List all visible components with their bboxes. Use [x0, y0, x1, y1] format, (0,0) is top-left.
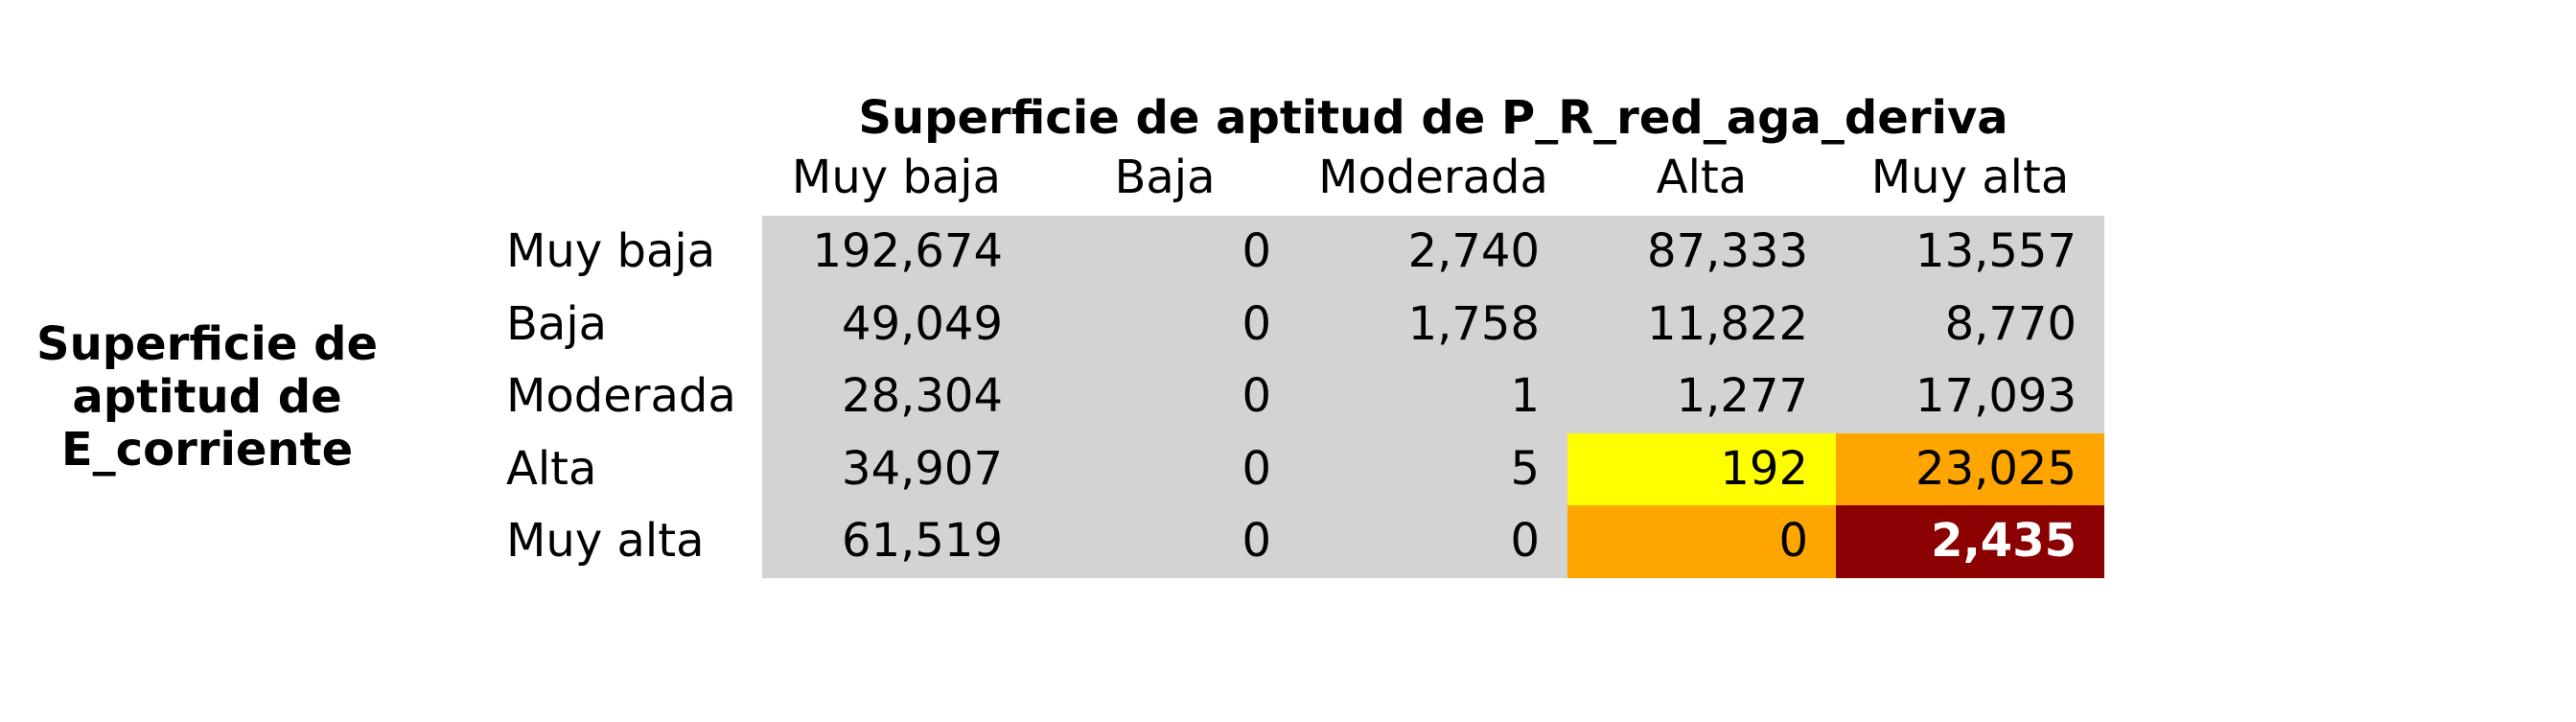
row-label: Muy alta	[506, 514, 705, 568]
table-cell: 17,093	[1836, 361, 2104, 433]
row-label: Alta	[506, 441, 597, 496]
table-cell: 61,519	[762, 505, 1031, 578]
table-cell: 0	[1567, 505, 1836, 578]
table-cell: 34,907	[762, 432, 1031, 506]
row-title-line: aptitud de	[72, 369, 342, 424]
column-label: Baja	[1114, 151, 1216, 204]
table-cell: 0	[1031, 216, 1299, 289]
table-cell: 23,025	[1836, 432, 2104, 506]
row-label: Muy baja	[506, 224, 716, 278]
column-label: Muy baja	[791, 151, 1002, 204]
column-label: Alta	[1656, 151, 1748, 204]
table-cell: 192,674	[762, 216, 1031, 289]
table-cell: 5	[1299, 432, 1567, 506]
table-cell: 1,758	[1299, 288, 1567, 361]
table-cell: 0	[1031, 505, 1299, 578]
column-title: Superficie de aptitud de P_R_red_aga_der…	[858, 91, 2008, 145]
column-label: Muy alta	[1870, 151, 2070, 204]
table-cell: 192	[1567, 432, 1836, 506]
table-cell: 0	[1031, 432, 1299, 506]
table-cell: 0	[1031, 288, 1299, 361]
column-label: Moderada	[1318, 151, 1548, 204]
table-cell: 8,770	[1836, 288, 2104, 361]
row-label: Baja	[506, 296, 608, 351]
table-cell: 13,557	[1836, 216, 2104, 289]
table-cell: 1	[1299, 361, 1567, 433]
table-cell: 2,435	[1836, 505, 2104, 578]
row-title-line: E_corriente	[60, 422, 354, 477]
row-title: Superficie de aptitud de E_corriente	[0, 316, 414, 477]
table-cell: 28,304	[762, 361, 1031, 433]
table-cell: 0	[1299, 505, 1567, 578]
row-label: Moderada	[506, 369, 736, 423]
table-cell: 49,049	[762, 288, 1031, 361]
table-cell: 0	[1031, 361, 1299, 433]
table-cell: 1,277	[1567, 361, 1836, 433]
row-title-line: Superficie de	[36, 316, 378, 371]
table-cell: 2,740	[1299, 216, 1567, 289]
table-cell: 87,333	[1567, 216, 1836, 289]
table-cell: 11,822	[1567, 288, 1836, 361]
